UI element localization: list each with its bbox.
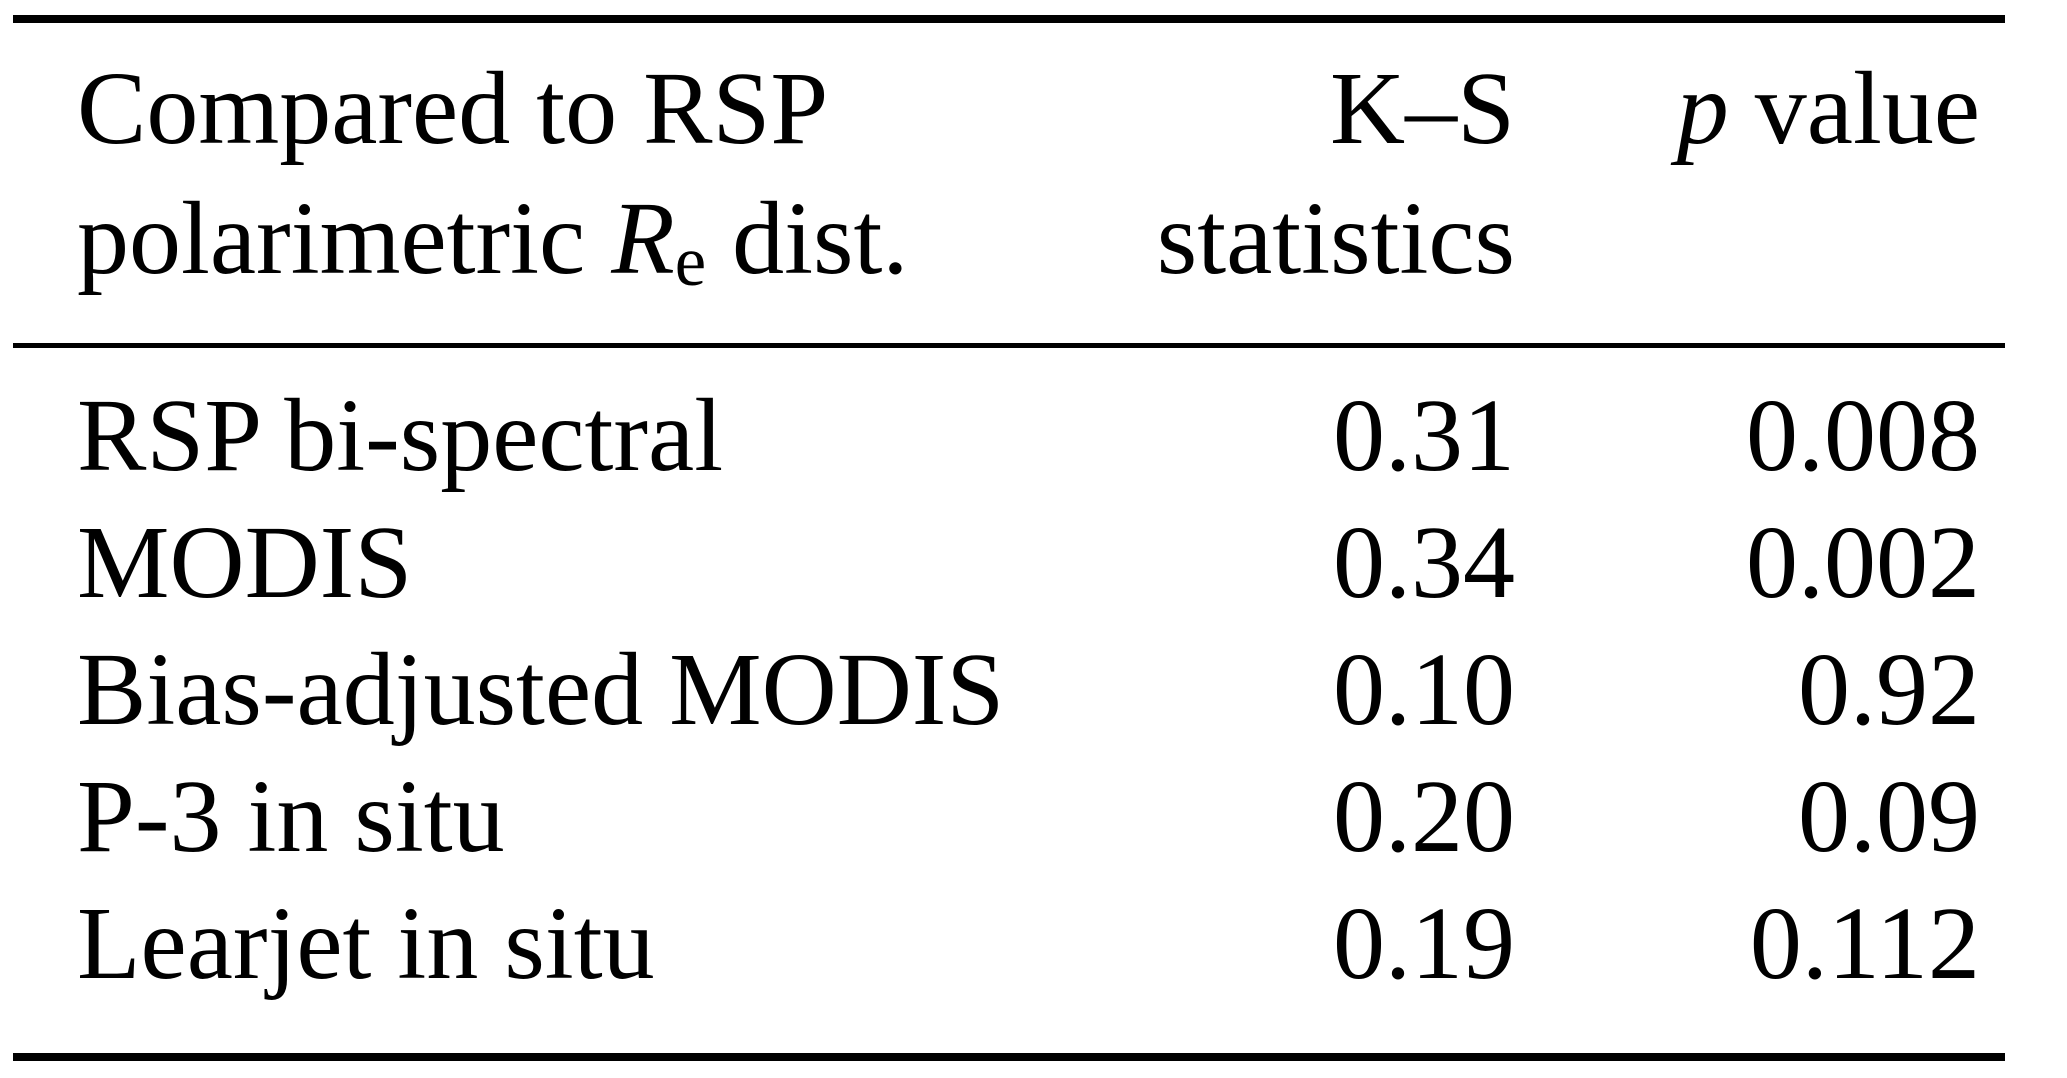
header-col3-line1: p value	[1676, 51, 1980, 166]
row-label: MODIS	[77, 505, 413, 620]
table-header-row: Compared to RSP polarimetric Re dist. K–…	[77, 44, 1980, 304]
row-label: Bias-adjusted MODIS	[77, 632, 1005, 747]
table-bottom-rule	[13, 1053, 2005, 1061]
table-mid-rule	[13, 343, 2005, 348]
table-body: RSP bi-spectral 0.31 0.008 MODIS 0.34 0.…	[77, 372, 1980, 1007]
row-ks-value: 0.31	[1333, 378, 1515, 493]
row-p-value: 0.008	[1746, 378, 1980, 493]
row-ks-value: 0.34	[1333, 505, 1515, 620]
row-p-value: 0.002	[1746, 505, 1980, 620]
header-p-value: p value	[1515, 44, 1980, 304]
table-top-rule	[13, 15, 2005, 23]
row-label: Learjet in situ	[77, 886, 655, 1001]
subscript-e: e	[674, 223, 707, 302]
row-ks-value: 0.19	[1333, 886, 1515, 1001]
variable-R: R	[611, 181, 675, 296]
header-compared-to-rsp: Compared to RSP polarimetric Re dist.	[77, 44, 1115, 304]
row-p-value: 0.92	[1798, 632, 1980, 747]
row-p-value: 0.112	[1749, 886, 1980, 1001]
row-label: P-3 in situ	[77, 759, 505, 874]
header-col2-line2: statistics	[1156, 181, 1515, 296]
row-ks-value: 0.10	[1333, 632, 1515, 747]
row-label: RSP bi-spectral	[77, 378, 724, 493]
header-col2-line1: K–S	[1330, 51, 1515, 166]
variable-p: p	[1676, 51, 1729, 166]
row-ks-value: 0.20	[1333, 759, 1515, 874]
header-ks-statistics: K–S statistics	[1115, 44, 1515, 304]
header-col1-line2: polarimetric Re dist.	[77, 181, 909, 302]
header-col1-line1: Compared to RSP	[77, 51, 829, 166]
row-p-value: 0.09	[1798, 759, 1980, 874]
